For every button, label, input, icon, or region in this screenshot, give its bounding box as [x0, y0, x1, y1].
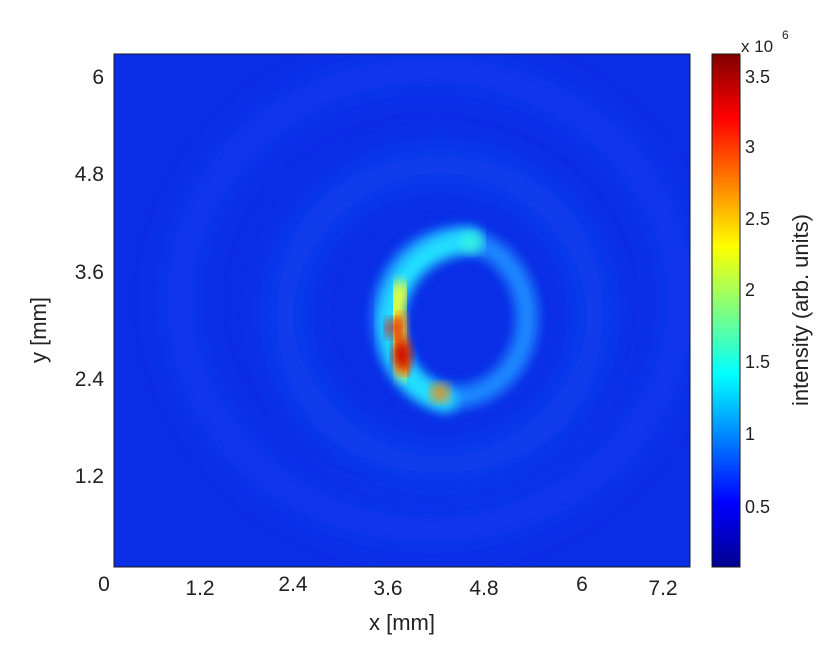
colorbar-tick-label: 3	[745, 137, 755, 157]
y-tick-label: 1.2	[75, 465, 104, 488]
colorbar-tick-label: 2	[745, 280, 755, 300]
x-tick-label: 7.2	[648, 577, 677, 600]
outer-ring-halo	[165, 55, 690, 545]
intensity-pattern	[165, 55, 690, 545]
middle-ring-halo	[272, 152, 608, 478]
y-axis: 6 4.8 3.6 2.4 1.2 y [mm]	[26, 66, 104, 488]
plot-area	[113, 53, 691, 568]
colorbar-tick-label: 1.5	[745, 352, 770, 372]
colorbar-tick-label: 0.5	[745, 497, 770, 517]
hot-spot-red-lower	[393, 339, 411, 371]
y-tick-label: 6	[92, 66, 104, 89]
hot-spot-red-upper	[386, 319, 400, 337]
colorbar: x 10 6 3.5 3 2.5 2 1.5 1 0.5 intensity (…	[711, 28, 813, 568]
y-tick-label: 4.8	[75, 163, 104, 186]
x-axis-label: x [mm]	[369, 610, 435, 635]
colorbar-label: intensity (arb. units)	[788, 214, 813, 406]
x-tick-label: 2.4	[278, 573, 308, 596]
x-tick-label: 0	[98, 573, 110, 596]
colorbar-gradient	[711, 53, 741, 568]
colorbar-exponent: 6	[782, 28, 789, 42]
y-axis-label: y [mm]	[26, 297, 51, 363]
x-tick-label: 1.2	[185, 577, 214, 600]
x-tick-label: 3.6	[373, 577, 402, 600]
colorbar-tick-label: 2.5	[745, 209, 770, 229]
hot-spot-top	[462, 233, 482, 253]
x-tick-label: 4.8	[469, 577, 498, 600]
colorbar-tick-label: 1	[745, 424, 755, 444]
y-tick-label: 3.6	[75, 261, 104, 284]
plot-frame	[113, 53, 691, 568]
x-axis: 0 1.2 2.4 3.6 4.8 6 7.2 x [mm]	[98, 573, 677, 635]
hot-spot-lower-right	[431, 384, 449, 402]
x-tick-label: 6	[576, 573, 588, 596]
colorbar-tick-label: 3.5	[745, 67, 770, 87]
colorbar-multiplier: x 10	[741, 37, 773, 56]
y-tick-label: 2.4	[75, 368, 105, 391]
